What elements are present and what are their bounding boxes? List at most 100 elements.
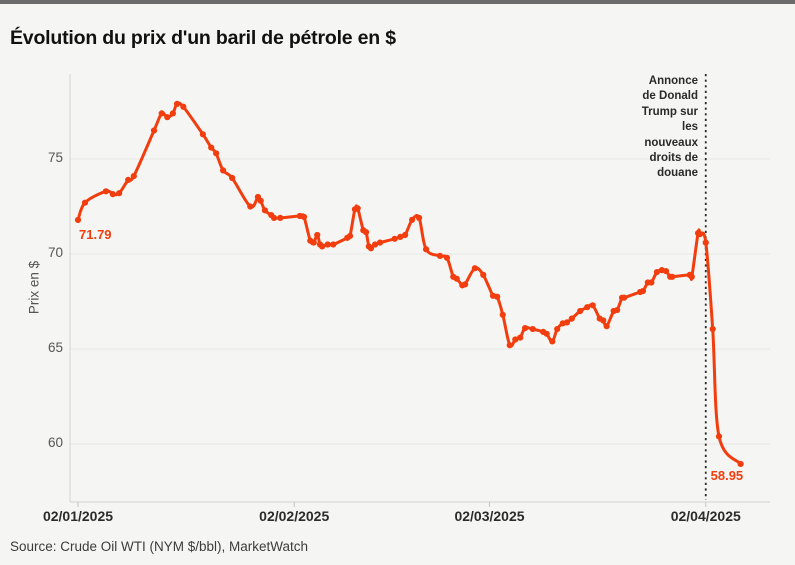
data-point: [462, 281, 469, 288]
data-point: [261, 207, 269, 214]
data-point: [314, 231, 321, 239]
data-point: [319, 243, 326, 250]
data-point: [173, 100, 181, 107]
data-point: [669, 273, 676, 280]
data-point: [603, 323, 610, 330]
data-point: [521, 325, 529, 332]
y-tick-label: 70: [47, 245, 63, 260]
y-tick-label: 75: [47, 150, 63, 165]
data-point: [402, 231, 409, 239]
data-point: [621, 294, 628, 301]
x-tick-label: 02/03/2025: [454, 508, 525, 524]
data-point: [346, 232, 354, 240]
data-point: [563, 319, 571, 326]
data-point: [150, 127, 158, 134]
data-point: [116, 190, 123, 197]
data-point: [494, 293, 501, 300]
event-annotation-line: les: [682, 121, 698, 134]
event-annotation-line: de Donald: [642, 90, 698, 103]
data-point: [376, 239, 384, 246]
data-point: [324, 241, 331, 248]
event-annotation-line: nouveaux: [644, 136, 698, 149]
data-point: [499, 311, 506, 318]
data-point: [213, 150, 220, 157]
data-point: [543, 330, 550, 337]
x-tick-label: 02/01/2025: [42, 508, 114, 524]
data-point: [529, 325, 536, 333]
data-point: [653, 268, 661, 276]
data-point: [584, 304, 591, 311]
data-point: [688, 273, 695, 280]
data-point: [568, 315, 575, 322]
x-tick-label: 02/02/2025: [259, 508, 330, 524]
data-point: [600, 317, 607, 324]
data-point: [549, 338, 556, 345]
data-point: [208, 144, 215, 151]
last-point-value-label: 58.95: [710, 467, 744, 483]
data-point: [639, 287, 647, 295]
data-point: [697, 230, 704, 238]
data-point: [577, 307, 584, 315]
data-point: [158, 110, 165, 117]
data-point: [480, 271, 487, 278]
data-point: [229, 174, 236, 182]
page-title: Évolution du prix d'un baril de pétrole …: [10, 27, 396, 49]
data-point: [102, 188, 109, 195]
data-point: [554, 325, 561, 333]
data-point: [715, 433, 723, 440]
event-annotation: Annonce de Donald Trump sur les nouveaux droi…: [642, 74, 698, 182]
data-point: [614, 306, 621, 314]
data-point: [709, 325, 716, 333]
data-point: [436, 252, 444, 259]
data-point: [247, 203, 254, 210]
data-point: [300, 213, 308, 221]
data-point: [443, 254, 451, 261]
source-caption: Source: Crude Oil WTI (NYM $/bbl), Marke…: [10, 539, 309, 554]
data-point: [354, 205, 361, 212]
data-point: [74, 216, 82, 224]
data-point: [702, 239, 709, 246]
data-point: [372, 241, 379, 248]
data-point: [125, 176, 132, 183]
data-point: [409, 216, 416, 223]
data-point: [453, 275, 460, 282]
data-point: [471, 265, 478, 272]
data-point: [199, 131, 206, 138]
data-point: [310, 239, 317, 246]
top-accent-bar: [0, 0, 795, 4]
data-point: [169, 110, 176, 117]
data-point: [415, 214, 423, 221]
data-point: [506, 342, 513, 349]
data-point: [391, 235, 398, 242]
data-point: [397, 233, 404, 240]
data-point: [367, 245, 375, 252]
data-point: [422, 246, 430, 253]
y-tick-label: 60: [47, 435, 63, 450]
data-point: [517, 334, 524, 341]
data-point: [219, 167, 227, 174]
event-annotation-line: Trump sur: [641, 105, 698, 118]
data-point: [257, 197, 264, 204]
data-point: [109, 191, 116, 198]
data-point: [277, 214, 284, 221]
data-point: [164, 114, 171, 121]
data-point: [589, 302, 596, 309]
data-point: [648, 279, 655, 286]
data-point: [512, 336, 519, 343]
data-point: [270, 214, 278, 221]
y-tick-label: 65: [47, 340, 63, 355]
data-point: [737, 460, 744, 468]
event-annotation-line: douane: [657, 167, 698, 180]
x-tick-label: 02/04/2025: [670, 508, 741, 524]
data-point: [130, 173, 137, 180]
data-point: [362, 229, 370, 236]
data-point: [662, 268, 670, 275]
event-annotation-line: droits de: [649, 152, 698, 165]
first-point-value-label: 71.79: [79, 226, 112, 242]
event-annotation-line: Annonce: [648, 75, 698, 87]
data-point: [180, 103, 187, 110]
data-point: [330, 241, 337, 248]
data-point: [81, 199, 89, 206]
